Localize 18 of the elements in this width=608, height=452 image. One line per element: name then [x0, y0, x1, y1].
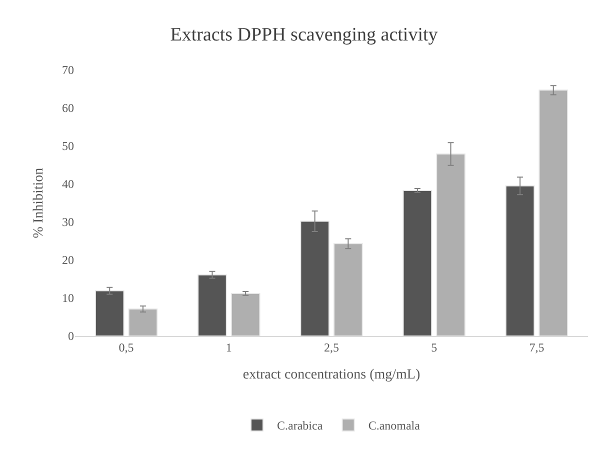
x-tick-label: 5	[431, 340, 438, 354]
chart-title: Extracts DPPH scavenging activity	[170, 24, 438, 46]
y-axis-title: % Inhibition	[32, 168, 47, 238]
x-tick-label: 2,5	[324, 340, 339, 354]
legend-label: C.anomala	[368, 418, 421, 433]
y-tick-label: 60	[62, 101, 74, 116]
legend-label: C.arabica	[277, 418, 324, 433]
y-tick-label: 10	[62, 291, 74, 306]
y-tick-label: 70	[62, 63, 74, 78]
x-axis-title: extract concentrations (mg/mL)	[242, 368, 420, 383]
y-tick-label: 50	[62, 139, 74, 154]
y-tick-label: 20	[62, 253, 74, 268]
y-tick-label: 40	[62, 177, 74, 192]
x-tick-label: 7,5	[529, 340, 544, 354]
x-tick-label: 1	[226, 340, 232, 354]
x-tick-label: 0,5	[118, 340, 134, 354]
y-tick-label: 30	[62, 215, 74, 230]
y-tick-label: 0	[68, 329, 74, 344]
